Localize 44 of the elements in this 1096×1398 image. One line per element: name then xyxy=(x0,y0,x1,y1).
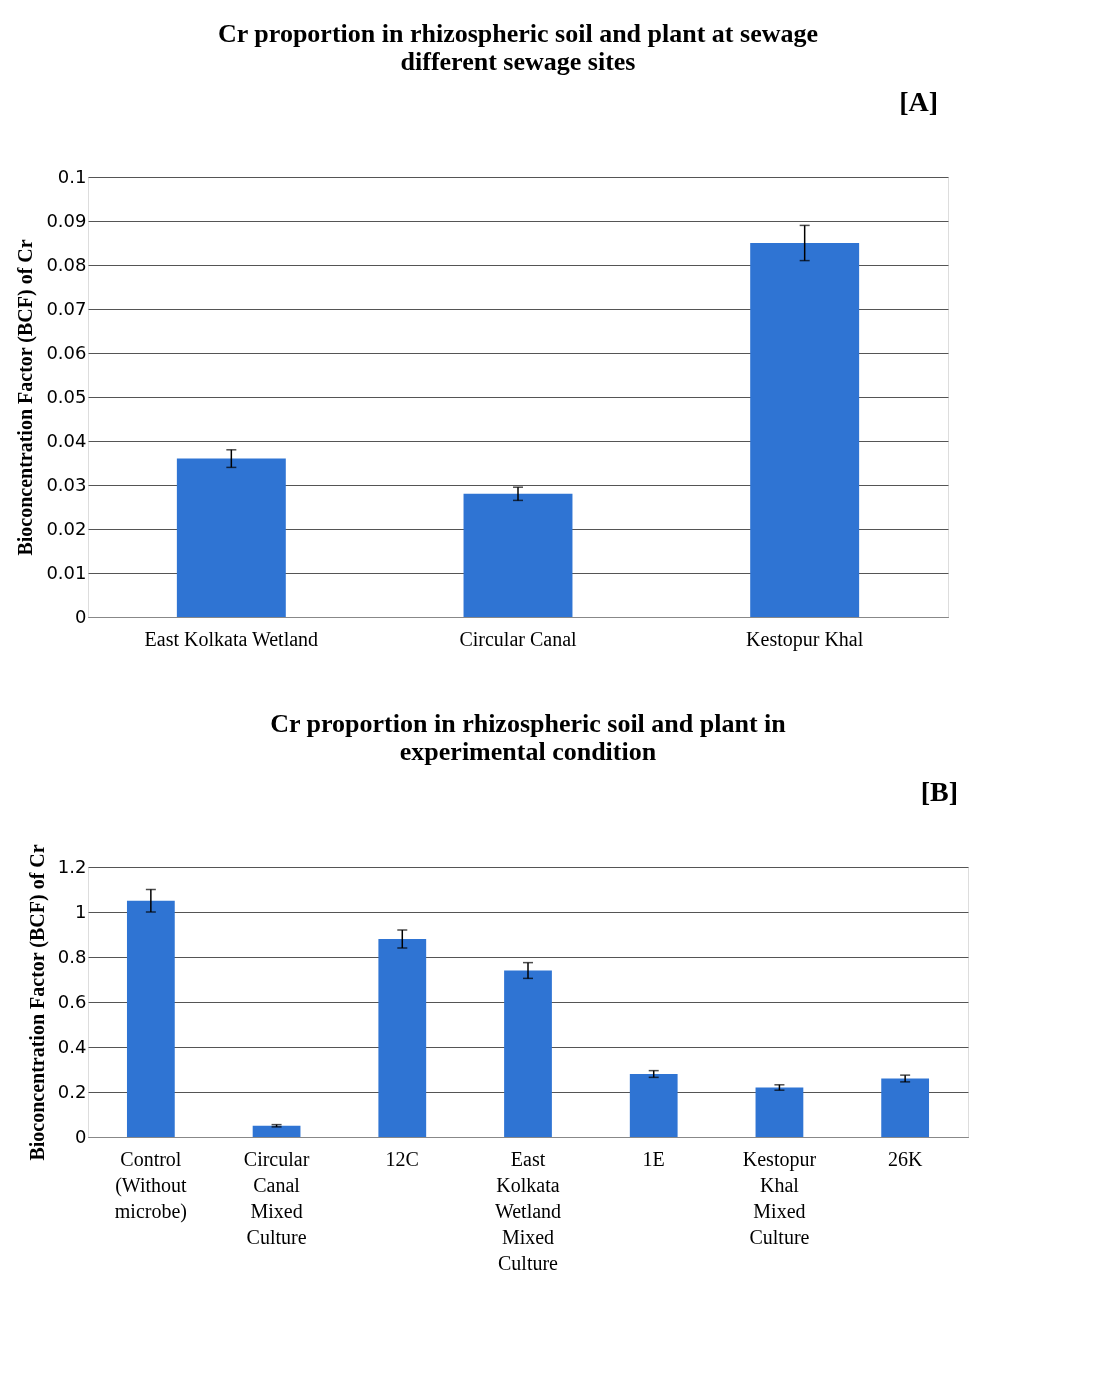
bar xyxy=(252,1125,301,1137)
chart-title: Cr proportion in rhizospheric soil and plant at sewage different sewage sites xyxy=(218,19,818,76)
y-tick-label: 0.02 xyxy=(46,517,87,539)
x-tick-label: Kestopur Khal Mixed Culture xyxy=(742,1147,817,1248)
bar xyxy=(378,939,427,1137)
y-tick-label: 0.04 xyxy=(46,429,87,451)
y-tick-label: 0.05 xyxy=(46,385,87,407)
x-tick-label: 1E xyxy=(642,1147,665,1170)
x-tick-label: Kestopur Khal xyxy=(746,627,864,651)
text: [A] xyxy=(899,86,938,117)
y-axis-title: Bioconcentration Factor (BCF) of Cr xyxy=(25,844,49,1161)
x-tick-label: 26K xyxy=(887,1147,923,1170)
y-tick-label: 0 xyxy=(75,1125,87,1147)
bar xyxy=(176,458,286,617)
bar xyxy=(881,1078,930,1137)
text: [B] xyxy=(920,776,958,807)
bar xyxy=(755,1087,804,1137)
y-tick-label: 0.6 xyxy=(57,990,87,1012)
y-tick-label: 0.8 xyxy=(57,945,87,967)
y-tick-label: 1 xyxy=(75,900,87,922)
y-tick-label: 0.03 xyxy=(46,473,87,495)
x-tick-label: East Kolkata Wetland Mixed Culture xyxy=(494,1147,562,1274)
y-tick-label: 0.1 xyxy=(57,165,87,187)
y-tick-label: 0.06 xyxy=(46,341,87,363)
x-tick-label: East Kolkata Wetland xyxy=(144,627,319,650)
x-tick-label: Circular Canal Mixed Culture xyxy=(243,1147,310,1248)
x-tick-label: 12C xyxy=(385,1147,419,1170)
y-tick-label: 0.01 xyxy=(46,561,87,583)
bar xyxy=(750,243,860,617)
bar xyxy=(126,900,175,1137)
bar xyxy=(463,493,573,617)
bar xyxy=(629,1074,678,1137)
y-tick-label: 0.2 xyxy=(57,1080,87,1102)
y-tick-label: 0 xyxy=(75,605,87,627)
y-tick-label: 0.07 xyxy=(46,297,87,319)
y-axis-title: Bioconcentration Factor (BCF) of Cr xyxy=(14,239,38,556)
x-tick-label: Circular Canal xyxy=(459,627,578,650)
y-tick-label: 0.08 xyxy=(46,253,87,275)
y-tick-label: 1.2 xyxy=(57,855,87,877)
y-tick-label: 0.4 xyxy=(57,1035,87,1057)
x-tick-label: Control (Without microbe) xyxy=(114,1147,187,1223)
bar xyxy=(504,970,552,1137)
chart-title: Cr proportion in rhizospheric soil and plant in experimental condition xyxy=(270,709,787,766)
y-tick-label: 0.09 xyxy=(46,209,87,231)
